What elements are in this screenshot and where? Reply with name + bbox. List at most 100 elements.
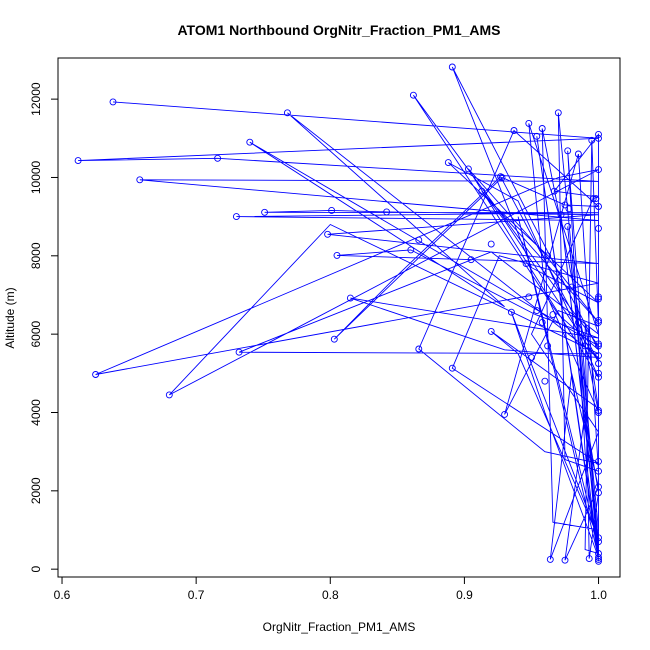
data-point bbox=[554, 109, 562, 117]
data-point bbox=[595, 467, 602, 475]
data-point bbox=[525, 293, 533, 301]
data-point bbox=[549, 311, 557, 319]
data-point bbox=[487, 240, 495, 248]
data-point bbox=[595, 203, 602, 210]
y-tick-label: 4000 bbox=[29, 399, 43, 426]
series-line-0 bbox=[78, 66, 600, 562]
data-point bbox=[507, 308, 515, 316]
data-point bbox=[497, 173, 505, 181]
y-tick-label: 12000 bbox=[29, 82, 43, 116]
data-point bbox=[574, 318, 582, 326]
data-point bbox=[478, 187, 486, 195]
data-point bbox=[588, 136, 596, 144]
data-point bbox=[409, 91, 417, 99]
y-tick-label: 8000 bbox=[29, 242, 43, 269]
data-point bbox=[595, 457, 602, 465]
data-point bbox=[214, 154, 222, 162]
data-point bbox=[324, 230, 332, 238]
data-point bbox=[589, 195, 597, 203]
data-point bbox=[595, 409, 602, 416]
data-point bbox=[595, 342, 602, 350]
data-point bbox=[538, 125, 546, 132]
data-point bbox=[448, 63, 456, 71]
data-point bbox=[246, 138, 254, 146]
data-point bbox=[522, 260, 530, 268]
data-point bbox=[235, 348, 243, 356]
data-point bbox=[585, 555, 593, 563]
data-point bbox=[595, 340, 602, 348]
data-point bbox=[595, 318, 602, 326]
data-point bbox=[581, 342, 589, 350]
data-point bbox=[544, 252, 552, 260]
data-point bbox=[557, 211, 565, 219]
x-tick-label: 0.6 bbox=[54, 588, 71, 602]
data-point bbox=[109, 98, 117, 106]
data-point bbox=[464, 165, 472, 173]
data-point bbox=[564, 222, 572, 230]
data-point bbox=[546, 555, 554, 563]
data-point bbox=[595, 293, 602, 301]
data-point bbox=[165, 391, 173, 399]
data-point bbox=[595, 407, 602, 414]
y-axis: 0 2000 4000 6000 8000 10000 12000 bbox=[29, 82, 58, 573]
data-point bbox=[550, 187, 558, 195]
x-tick-label: 0.7 bbox=[188, 588, 205, 602]
x-tick-label: 0.8 bbox=[322, 588, 339, 602]
y-tick-label: 10000 bbox=[29, 160, 43, 194]
data-point bbox=[74, 157, 82, 165]
data-point bbox=[541, 377, 549, 385]
data-point bbox=[595, 538, 602, 546]
data-point bbox=[415, 236, 423, 244]
data-point bbox=[544, 342, 552, 350]
data-point bbox=[561, 201, 569, 209]
chart-title: ATOM1 Northbound OrgNitr_Fraction_PM1_AM… bbox=[177, 22, 500, 38]
data-point bbox=[448, 364, 456, 372]
data-point bbox=[574, 150, 582, 158]
data-point bbox=[528, 354, 535, 362]
data-point bbox=[595, 360, 602, 367]
plot-frame bbox=[57, 57, 621, 578]
data-point bbox=[565, 205, 573, 213]
data-point bbox=[595, 553, 602, 561]
data-point bbox=[136, 176, 144, 184]
data-point bbox=[592, 195, 600, 203]
data-point bbox=[595, 295, 602, 303]
data-point bbox=[444, 159, 452, 167]
data-point bbox=[415, 345, 423, 353]
y-axis-label: Altitude (m) bbox=[3, 287, 17, 348]
data-point bbox=[595, 369, 602, 377]
y-tick-label: 0 bbox=[29, 566, 43, 573]
data-point bbox=[346, 294, 354, 302]
x-axis: 0.6 0.7 0.8 0.9 1.0 bbox=[54, 577, 607, 602]
data-point bbox=[330, 335, 338, 343]
data-point bbox=[595, 489, 602, 497]
data-point bbox=[595, 224, 602, 232]
data-point bbox=[510, 127, 518, 134]
data-point bbox=[498, 174, 506, 181]
data-point bbox=[407, 246, 415, 254]
data-point bbox=[328, 206, 336, 214]
data-point bbox=[487, 327, 495, 335]
data-point bbox=[595, 352, 602, 360]
data-point bbox=[538, 318, 546, 326]
data-point bbox=[595, 534, 602, 542]
data-point bbox=[232, 213, 240, 221]
x-axis-label: OrgNitr_Fraction_PM1_AMS bbox=[263, 620, 416, 634]
data-point bbox=[383, 208, 391, 216]
y-tick-label: 2000 bbox=[29, 477, 43, 504]
data-point bbox=[561, 556, 569, 564]
series-layer bbox=[78, 66, 600, 562]
data-point bbox=[595, 373, 602, 381]
data-point bbox=[525, 119, 533, 127]
data-point bbox=[595, 134, 602, 142]
data-point bbox=[261, 208, 269, 216]
x-tick-label: 1.0 bbox=[590, 588, 607, 602]
data-point bbox=[467, 256, 475, 264]
data-point bbox=[595, 316, 602, 324]
data-point bbox=[333, 251, 341, 259]
data-point bbox=[595, 555, 602, 563]
x-tick-label: 0.9 bbox=[456, 588, 473, 602]
marker-layer bbox=[74, 63, 602, 565]
data-point bbox=[595, 557, 602, 565]
